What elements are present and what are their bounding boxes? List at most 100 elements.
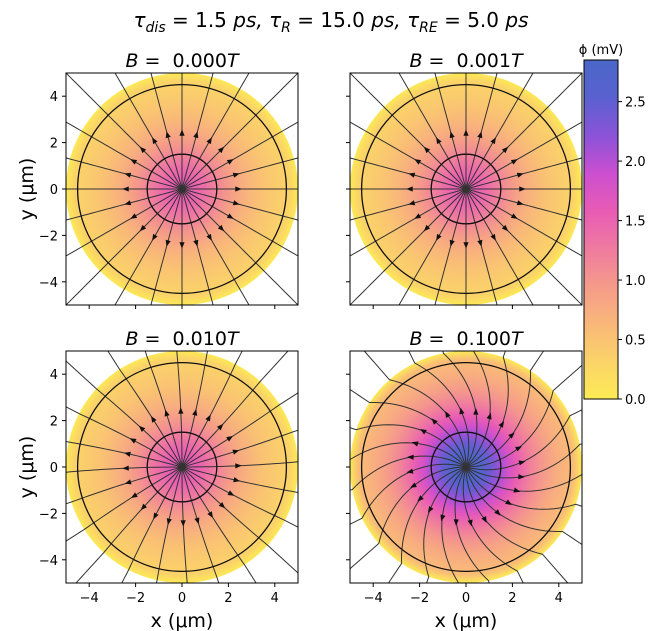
field-arrow xyxy=(408,200,416,206)
y-tick-label: 0 xyxy=(50,461,58,476)
field-arrow xyxy=(130,213,138,219)
field-arrow xyxy=(407,454,414,460)
field-line xyxy=(350,121,467,190)
title-value: = 1.5 xyxy=(166,8,234,32)
colorbar-label: ϕ (mV) xyxy=(579,43,623,58)
field-line xyxy=(66,188,183,221)
x-tick-label: 0 xyxy=(178,591,186,606)
y-tick-label: −2 xyxy=(39,507,58,522)
title-subscript: RE xyxy=(419,20,438,36)
field-arrow xyxy=(226,436,234,442)
field-line xyxy=(465,157,582,190)
x-tick-label: 4 xyxy=(555,591,563,606)
colorbar-tick-label: 1.0 xyxy=(625,274,646,289)
x-tick-label: −2 xyxy=(126,591,145,606)
field-line xyxy=(434,188,467,305)
field-line xyxy=(181,461,298,468)
field-line xyxy=(181,466,188,583)
y-tick-label: 2 xyxy=(50,137,58,152)
field-line xyxy=(114,73,183,190)
field-line xyxy=(66,466,183,473)
field-line xyxy=(181,73,250,190)
field-line xyxy=(465,466,582,546)
field-arrow xyxy=(501,146,509,154)
figure-title: τdis = 1.5 ps, τR = 15.0 ps, τRE = 5.0 p… xyxy=(134,8,529,36)
field-arrow xyxy=(179,242,185,249)
field-arrow xyxy=(490,137,496,145)
equipotential-contour xyxy=(430,153,502,225)
field-arrow xyxy=(138,425,146,433)
field-line xyxy=(350,188,467,221)
title-unit: ps, xyxy=(370,8,407,32)
equipotential-contour xyxy=(146,153,218,225)
x-tick-label: 2 xyxy=(224,591,232,606)
field-line xyxy=(465,466,582,492)
field-line xyxy=(350,442,467,468)
equipotential-contour xyxy=(360,361,572,573)
equipotential-contour xyxy=(76,83,288,295)
field-arrow xyxy=(152,233,158,241)
x-tick-label: −4 xyxy=(364,591,383,606)
field-line xyxy=(434,73,467,190)
y-tick-label: −2 xyxy=(39,229,58,244)
field-arrow xyxy=(486,412,492,420)
field-arrow xyxy=(124,200,132,206)
equipotential-contour xyxy=(360,83,572,295)
x-tick-label: 2 xyxy=(508,591,516,606)
field-line xyxy=(398,73,467,190)
field-arrow xyxy=(406,468,414,474)
field-line xyxy=(465,351,509,468)
field-line xyxy=(181,429,298,468)
field-arrow xyxy=(193,131,199,139)
field-line xyxy=(66,121,183,190)
field-arrow xyxy=(178,407,184,414)
field-line xyxy=(155,466,183,583)
colorbar-tick-label: 2.5 xyxy=(625,96,646,111)
field-arrow xyxy=(406,186,413,192)
field-arrow xyxy=(477,131,483,139)
field-line xyxy=(423,466,467,583)
field-arrow xyxy=(516,172,524,178)
field-line xyxy=(350,73,467,190)
field-arrow xyxy=(206,233,212,241)
field-line xyxy=(350,455,467,491)
field-arrow xyxy=(235,186,242,192)
field-line xyxy=(465,73,498,190)
field-arrow xyxy=(217,146,225,154)
field-line xyxy=(144,351,183,468)
field-arrow xyxy=(226,159,234,165)
field-line xyxy=(181,351,243,468)
field-line xyxy=(462,466,524,583)
field-arrow xyxy=(427,506,434,513)
field-arrow xyxy=(440,514,446,522)
field-line xyxy=(398,188,467,305)
field-arrow xyxy=(410,482,417,488)
field-arrow xyxy=(227,490,235,496)
field-arrow xyxy=(414,159,422,165)
field-arrow xyxy=(124,479,132,485)
field-arrow xyxy=(122,465,129,471)
panel-title: B = 0.001T xyxy=(409,50,523,72)
field-arrow xyxy=(501,224,509,232)
title-symbol: τ xyxy=(269,8,282,32)
x-tick-label: −4 xyxy=(80,591,99,606)
field-line xyxy=(121,466,183,583)
field-line xyxy=(176,351,183,468)
field-arrow xyxy=(459,407,465,415)
field-line xyxy=(150,188,183,305)
field-arrow xyxy=(477,239,483,247)
field-line xyxy=(181,188,250,305)
field-arrow xyxy=(423,146,431,154)
colorbar-tick-label: 0.0 xyxy=(625,393,646,408)
field-arrow xyxy=(505,499,512,506)
field-line xyxy=(114,188,183,305)
field-arrow xyxy=(490,233,496,241)
field-line xyxy=(465,188,498,305)
field-arrow xyxy=(516,200,524,206)
field-line xyxy=(181,392,298,468)
field-line xyxy=(181,157,298,190)
field-line xyxy=(465,364,582,468)
field-line xyxy=(465,188,582,257)
x-tick-label: −2 xyxy=(410,591,429,606)
